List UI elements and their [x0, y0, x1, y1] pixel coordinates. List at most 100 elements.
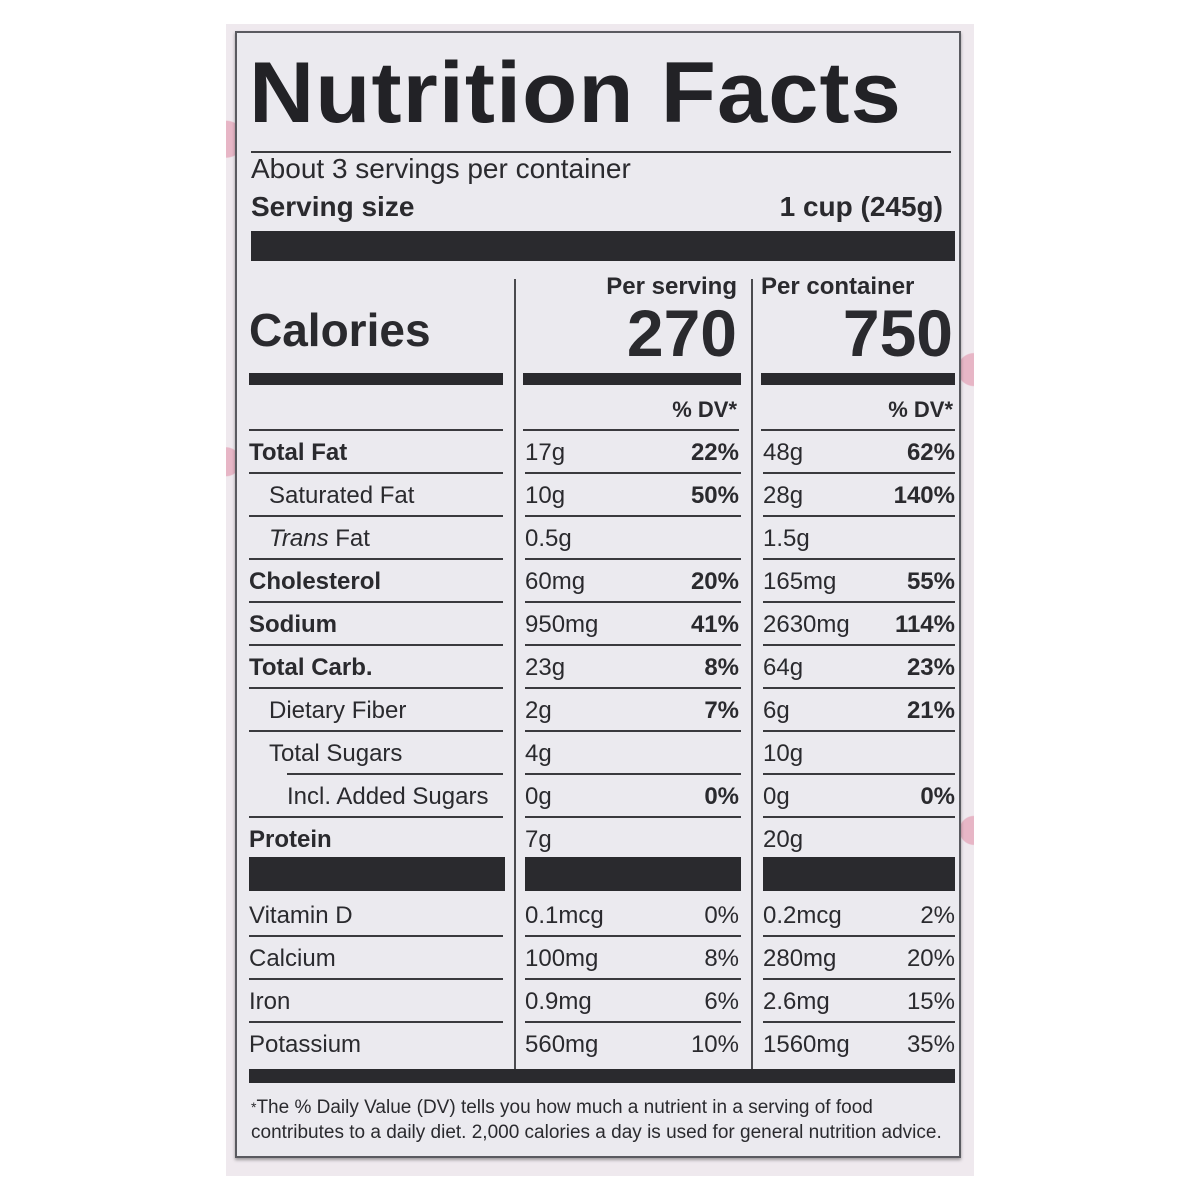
row-divider — [249, 730, 503, 732]
row-divider — [525, 515, 741, 517]
dv-header-serving: % DV* — [672, 397, 737, 422]
nutrient-name: Protein — [249, 826, 332, 853]
divider — [249, 429, 503, 431]
row-divider — [763, 515, 955, 517]
amount-per-container: 6g — [763, 697, 790, 724]
nutrient-name-rest: Fat — [328, 525, 370, 552]
dv-per-serving: 50% — [690, 482, 739, 509]
amount-per-container: 0.2mcg — [763, 902, 842, 929]
dv-per-serving — [617, 517, 739, 560]
dv-per-container — [837, 732, 955, 775]
dv-per-serving: 6% — [704, 988, 739, 1015]
nutrient-name: Incl. Added Sugars — [287, 783, 489, 810]
nutrient-row: Cholesterol 60mg 20% 165mg 55% — [237, 560, 963, 603]
vitamin-row: Potassium 560mg 10% 1560mg 35% — [237, 1023, 963, 1066]
nutrient-name: Iron — [249, 988, 291, 1015]
amount-per-serving: 2g — [525, 697, 552, 724]
row-divider — [763, 935, 955, 937]
vitamin-divider — [763, 857, 955, 891]
amount-per-serving: 950mg — [525, 611, 599, 638]
dv-per-container: 140% — [893, 482, 955, 509]
vitamin-row: Iron 0.9mg 6% 2.6mg 15% — [237, 980, 963, 1023]
nutrition-facts-label: Nutrition Facts About 3 servings per con… — [235, 31, 961, 1158]
row-divider — [249, 935, 503, 937]
amount-per-container: 165mg — [763, 568, 837, 595]
divider — [523, 429, 739, 431]
row-divider — [249, 644, 503, 646]
row-divider — [763, 687, 955, 689]
nutrient-row: Sodium 950mg 41% 2630mg 114% — [237, 603, 963, 646]
dv-per-container: 55% — [906, 568, 955, 595]
dv-per-serving: 7% — [704, 697, 739, 724]
nutrient-row: Trans Fat 0.5g 1.5g — [237, 517, 963, 560]
dv-per-serving: 0% — [704, 902, 739, 929]
footnote-asterisk: * — [251, 1099, 257, 1115]
row-divider — [763, 558, 955, 560]
nutrient-name: Trans Fat — [269, 517, 370, 560]
nutrient-name: Sodium — [249, 611, 337, 638]
row-divider — [249, 601, 503, 603]
amount-per-serving: 0.1mcg — [525, 902, 604, 929]
vitamin-divider — [525, 857, 741, 891]
amount-per-serving: 10g — [525, 482, 566, 509]
row-divider — [525, 687, 741, 689]
amount-per-container: 280mg — [763, 945, 837, 972]
amount-per-container: 48g — [763, 439, 804, 466]
nutrient-row: Total Carb. 23g 8% 64g 23% — [237, 646, 963, 689]
row-divider — [763, 601, 955, 603]
nutrient-name: Calcium — [249, 945, 336, 972]
amount-per-container: 2.6mg — [763, 988, 830, 1015]
dv-per-serving: 20% — [690, 568, 739, 595]
row-divider — [763, 644, 955, 646]
row-divider — [249, 978, 503, 980]
amount-per-container: 20g — [763, 826, 804, 853]
vitamin-row: Vitamin D 0.1mcg 0% 0.2mcg 2% — [237, 894, 963, 937]
row-divider — [763, 978, 955, 980]
calories-per-serving: 270 — [626, 296, 737, 370]
dv-header-container: % DV* — [888, 397, 953, 422]
calories-divider — [761, 373, 955, 385]
dv-per-container: 2% — [920, 902, 955, 929]
dv-per-container: 35% — [906, 1031, 955, 1058]
row-divider — [763, 816, 955, 818]
nutrient-name: Vitamin D — [249, 902, 353, 929]
row-divider — [525, 644, 741, 646]
nutrient-row: Total Sugars 4g 10g — [237, 732, 963, 775]
column-separator — [514, 279, 516, 1069]
dv-per-serving: 0% — [704, 783, 739, 810]
amount-per-container: 2630mg — [763, 611, 850, 638]
dv-per-container: 62% — [906, 439, 955, 466]
nutrient-name: Saturated Fat — [269, 482, 415, 509]
row-divider — [287, 773, 503, 775]
dv-per-container: 20% — [906, 945, 955, 972]
row-divider — [249, 558, 503, 560]
row-divider — [763, 1021, 955, 1023]
row-divider — [249, 687, 503, 689]
dv-per-container: 23% — [906, 654, 955, 681]
amount-per-container: 28g — [763, 482, 804, 509]
dv-per-container — [837, 818, 955, 861]
dv-per-container — [837, 517, 955, 560]
row-divider — [525, 773, 741, 775]
calories-per-container: 750 — [842, 296, 953, 370]
amount-per-container: 10g — [763, 740, 804, 767]
amount-per-serving: 0.9mg — [525, 988, 592, 1015]
nutrient-name: Potassium — [249, 1031, 362, 1058]
per-container-header: Per container — [761, 273, 915, 300]
bottom-thick-divider — [249, 1069, 955, 1083]
nutrient-row: Total Fat 17g 22% 48g 62% — [237, 431, 963, 474]
dv-per-container: 21% — [906, 697, 955, 724]
row-divider — [249, 472, 503, 474]
dv-per-serving — [617, 732, 739, 775]
column-separator — [751, 279, 753, 1069]
amount-per-serving: 4g — [525, 740, 552, 767]
amount-per-serving: 0g — [525, 783, 552, 810]
row-divider — [763, 730, 955, 732]
nutrient-row: Incl. Added Sugars 0g 0% 0g 0% — [237, 775, 963, 818]
dv-per-serving: 41% — [690, 611, 739, 638]
amount-per-container: 1.5g — [763, 525, 810, 552]
amount-per-container: 64g — [763, 654, 804, 681]
footnote-text: The % Daily Value (DV) tells you how muc… — [251, 1097, 942, 1143]
row-divider — [525, 935, 741, 937]
footnote: *The % Daily Value (DV) tells you how mu… — [251, 1095, 951, 1145]
